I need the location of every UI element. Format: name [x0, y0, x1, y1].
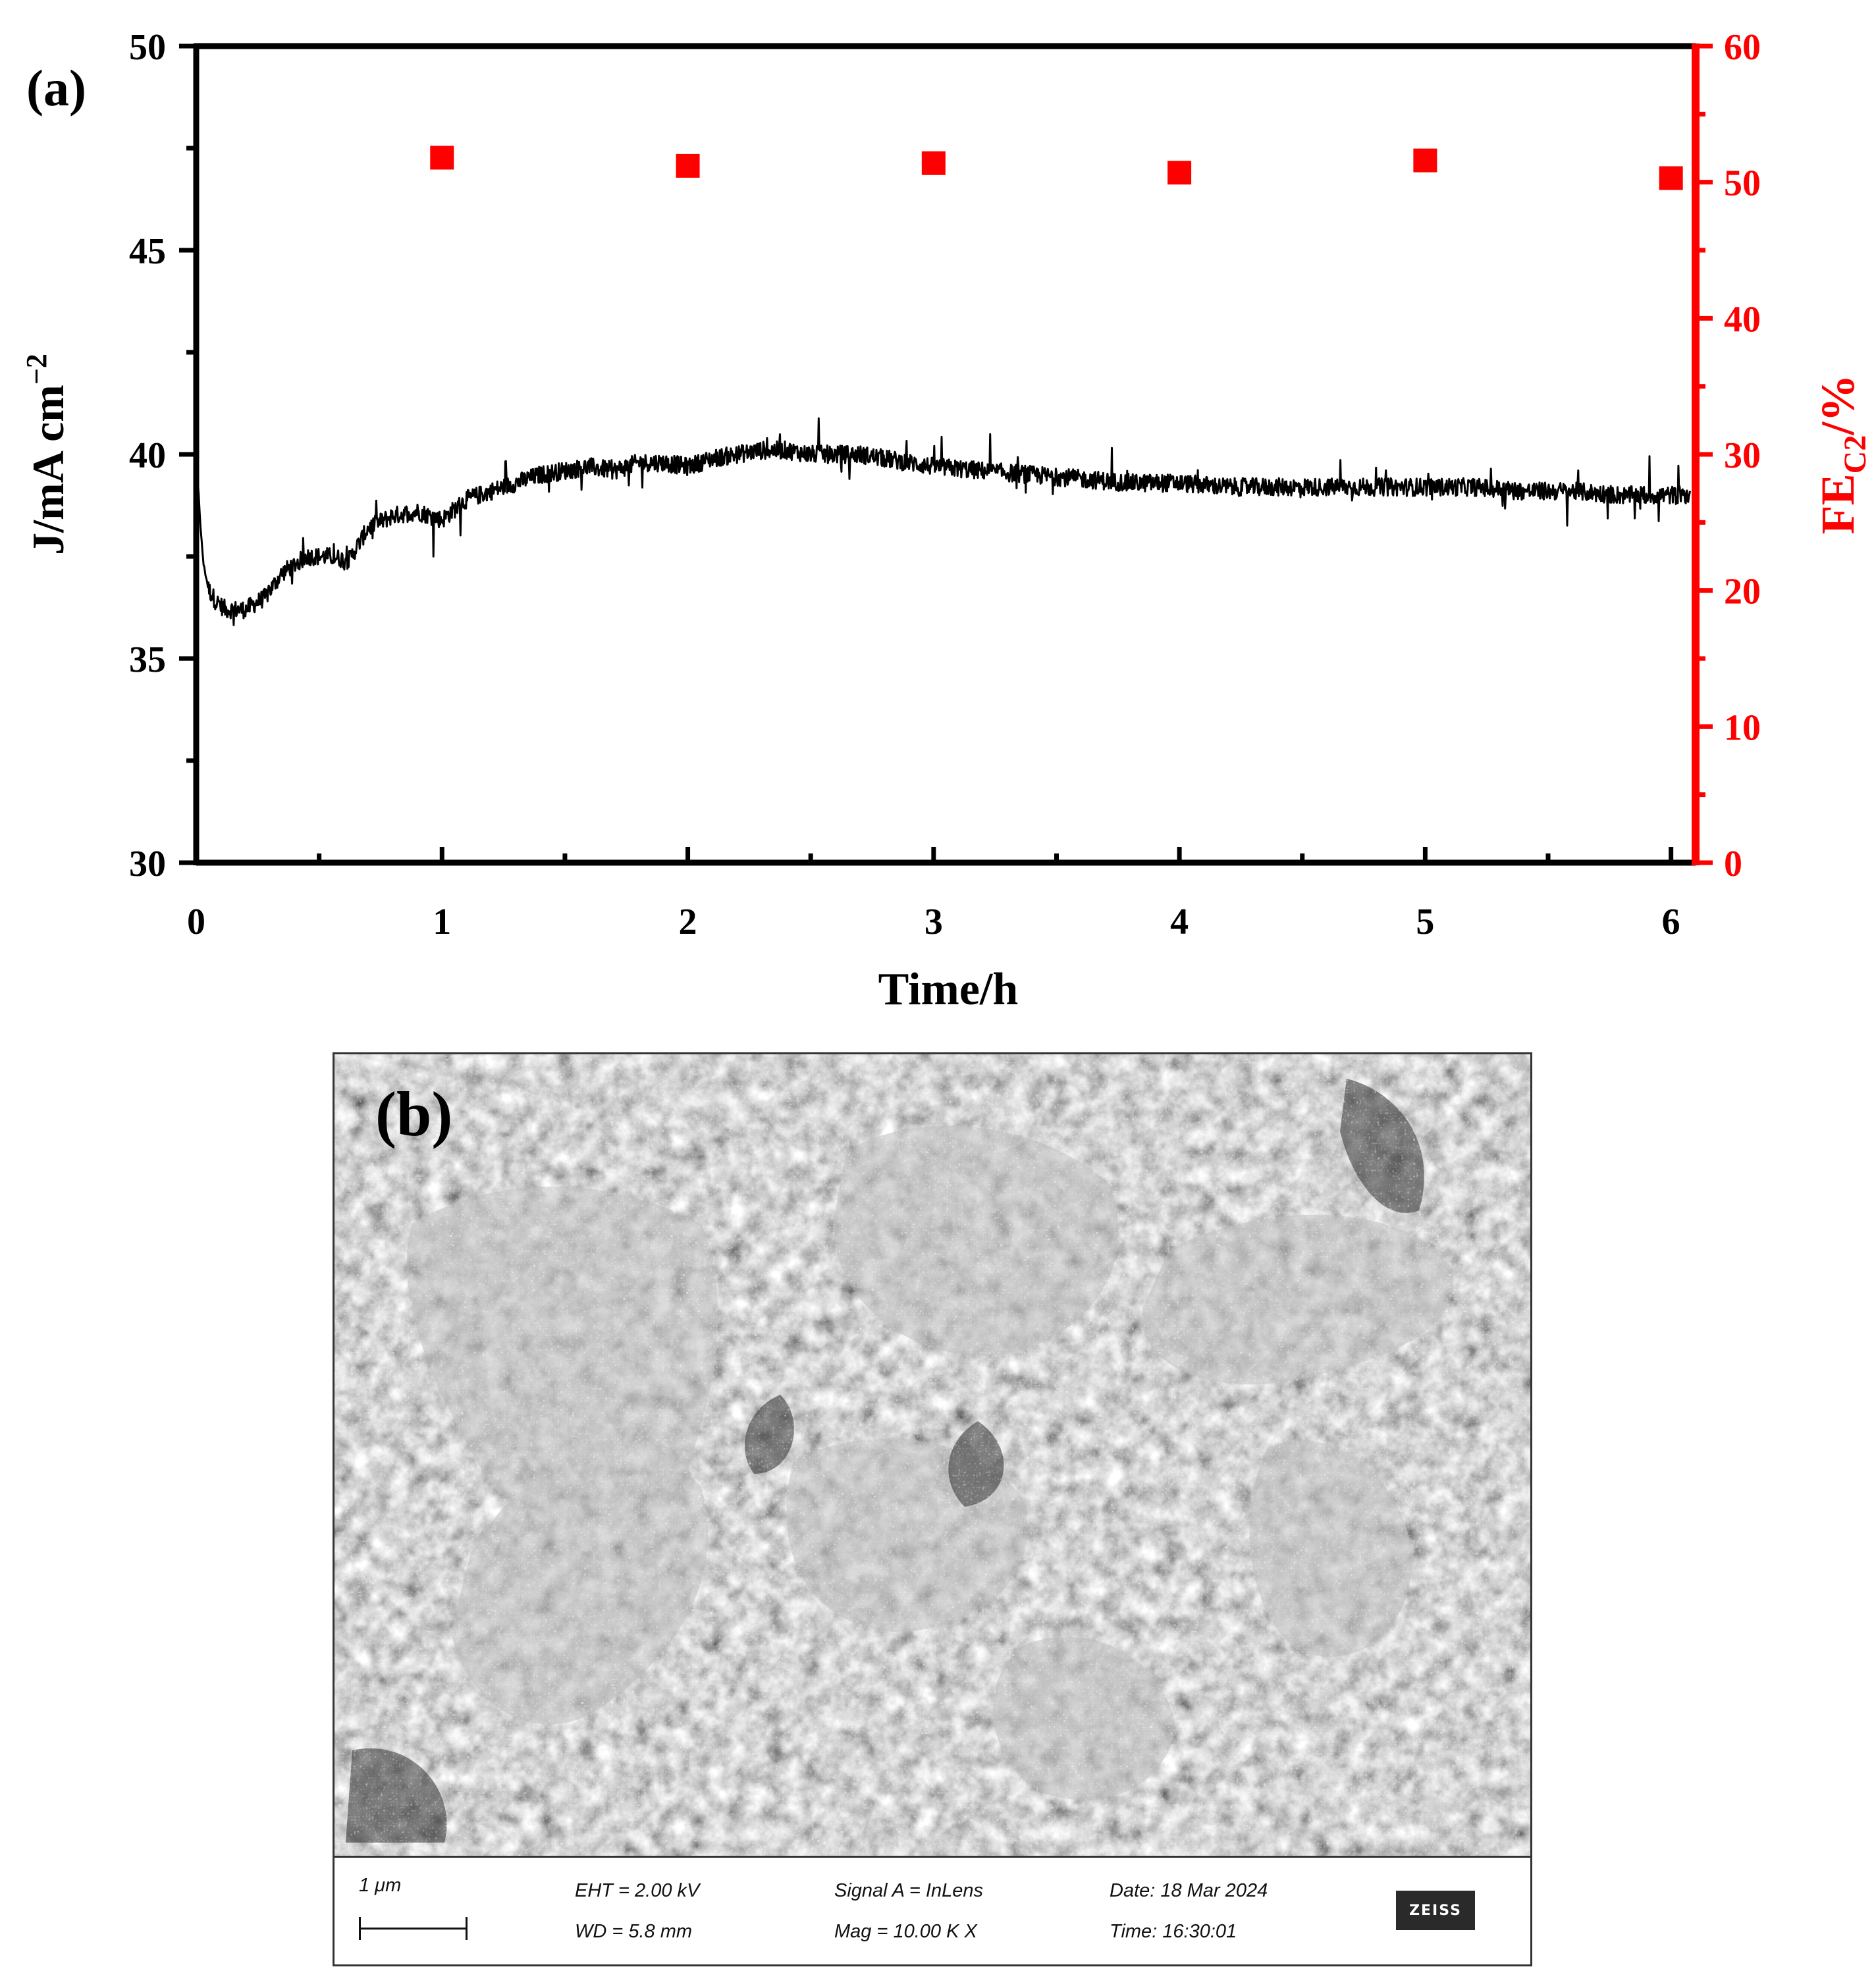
right-y-tick-label: 10: [1724, 707, 1761, 748]
scale-label: 1 μm: [359, 1875, 402, 1896]
x-tick-label: 6: [1662, 902, 1680, 942]
left-y-tick-label: 30: [129, 844, 166, 884]
right-y-tick-label: 30: [1724, 435, 1761, 476]
signal-value: Signal A = InLens: [834, 1880, 983, 1901]
left-y-tick-labels: 30 35 40 45 50: [129, 27, 166, 884]
scale-bar-cap-right: [466, 1917, 468, 1940]
fe-c2-point: [430, 146, 454, 170]
eht-value: EHT = 2.00 kV: [575, 1880, 700, 1901]
current-density-line: [195, 417, 1692, 626]
wd-value: WD = 5.8 mm: [575, 1921, 693, 1942]
time-value: Time: 16:30:01: [1110, 1921, 1237, 1942]
right-y-tick-label: 0: [1724, 844, 1742, 884]
sem-frame: [333, 1052, 1532, 1966]
right-y-tick-label: 60: [1724, 27, 1761, 68]
x-tick-label: 1: [433, 902, 451, 942]
fe-c2-point: [1167, 161, 1192, 185]
scale-bar-cap-left: [359, 1917, 361, 1940]
panel-b-label: (b): [375, 1079, 453, 1149]
left-y-tick-label: 35: [129, 639, 166, 680]
panel-a-label: (a): [26, 59, 86, 117]
scale-bar: [359, 1928, 468, 1930]
mag-value: Mag = 10.00 K X: [834, 1921, 977, 1942]
x-axis-title: Time/h: [878, 964, 1019, 1015]
fe-c2-point: [921, 151, 946, 175]
left-y-tick-label: 45: [129, 231, 166, 272]
left-y-tick-label: 40: [129, 435, 166, 476]
x-tick-labels: 0 1 2 3 4 5 6: [187, 902, 1680, 942]
right-y-tick-label: 20: [1724, 572, 1761, 612]
right-y-tick-label: 50: [1724, 163, 1761, 204]
sem-micrograph: [333, 1052, 1532, 1856]
chart-panel-a: (a) 0 1 2 3 4 5 6 30 35 40 45 50 0 10 20…: [20, 27, 1873, 1015]
date-value: Date: 18 Mar 2024: [1110, 1880, 1268, 1901]
zeiss-logo: ZEISS: [1396, 1891, 1475, 1930]
x-tick-label: 4: [1170, 902, 1189, 942]
right-y-tick-label: 40: [1724, 299, 1761, 340]
left-y-axis-title: J/mA cm−2: [20, 354, 73, 555]
plot-area: [195, 146, 1692, 626]
axis-ticks: [179, 43, 1713, 865]
fe-c2-point: [676, 153, 700, 178]
right-y-tick-labels: 0 10 20 30 40 50 60: [1724, 27, 1761, 884]
x-tick-label: 2: [679, 902, 697, 942]
sem-info-bar: 1 μm EHT = 2.00 kV WD = 5.8 mm Signal A …: [333, 1856, 1532, 1966]
left-y-tick-label: 50: [129, 27, 166, 68]
fe-c2-point: [1413, 148, 1437, 173]
x-tick-label: 0: [187, 902, 205, 942]
right-y-axis-title: FEC2/%: [1811, 375, 1873, 535]
sem-panel-b: (b) 1 μm EHT = 2.00 kV WD = 5.8 mm Signa…: [333, 1052, 1532, 1966]
fe-c2-point: [1659, 166, 1683, 190]
x-tick-label: 3: [925, 902, 943, 942]
x-tick-label: 5: [1416, 902, 1434, 942]
